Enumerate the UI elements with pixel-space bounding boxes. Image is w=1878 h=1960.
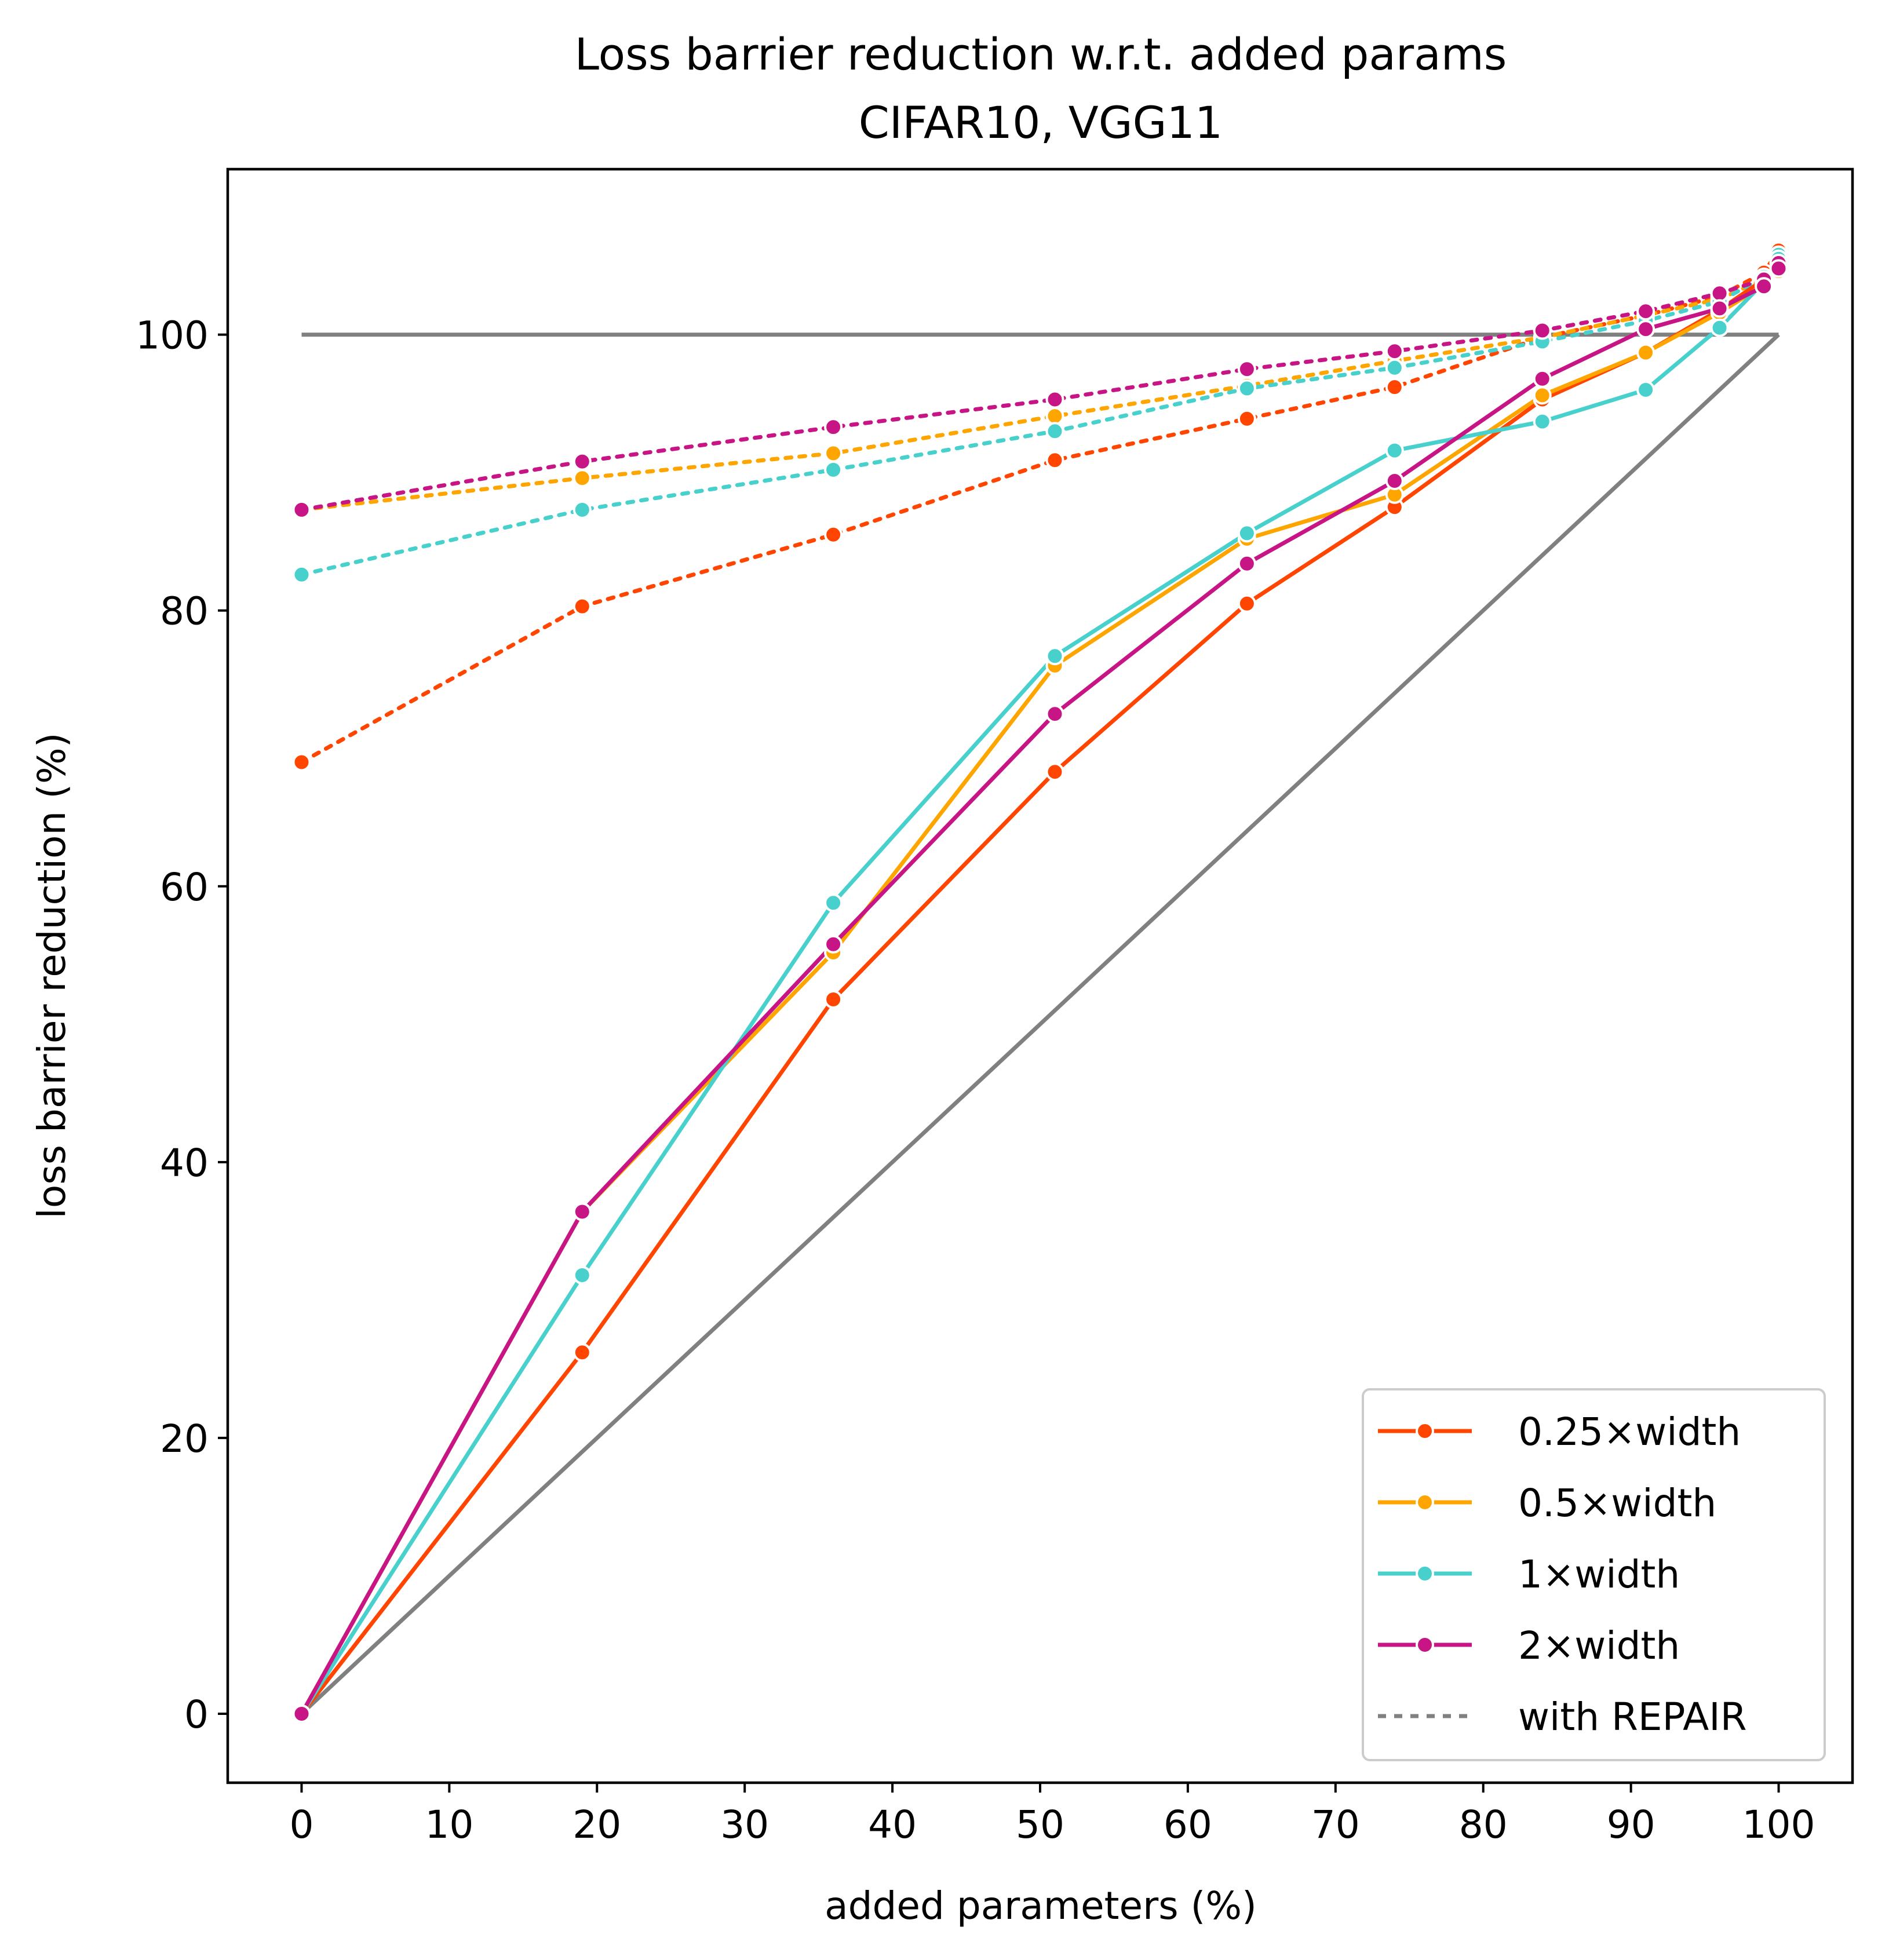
data-point-0-25-width bbox=[572, 1343, 592, 1362]
repair-point-2-width bbox=[1385, 342, 1404, 361]
repair-point-1-width bbox=[292, 565, 311, 584]
data-point-1-width bbox=[1385, 441, 1404, 460]
data-point-1-width bbox=[824, 893, 843, 913]
y-axis-label: loss barrier reduction (%) bbox=[30, 733, 74, 1219]
x-axis: 0 10 20 30 40 50 60 70 80 90 100 bbox=[289, 1783, 1815, 1847]
y-tick-label: 60 bbox=[160, 865, 209, 910]
data-point-2-width bbox=[1533, 369, 1552, 388]
y-axis: 0 20 40 60 80 100 bbox=[136, 313, 228, 1737]
x-tick-label: 100 bbox=[1742, 1802, 1815, 1847]
repair-point-2-width bbox=[572, 452, 592, 471]
legend-label: 2×width bbox=[1518, 1623, 1680, 1668]
data-point-1-width bbox=[1237, 524, 1256, 543]
data-point-2-width bbox=[1769, 259, 1788, 278]
x-tick-label: 80 bbox=[1459, 1802, 1508, 1847]
x-tick-label: 10 bbox=[425, 1802, 473, 1847]
data-point-1-width bbox=[1636, 380, 1655, 399]
x-tick-label: 40 bbox=[868, 1802, 917, 1847]
repair-point-2-width bbox=[824, 418, 843, 437]
data-point-0-5-width bbox=[1533, 386, 1552, 405]
reference-line-1 bbox=[300, 333, 1780, 1716]
series-markers bbox=[292, 241, 1788, 1723]
repair-point-0-25-width bbox=[1237, 409, 1256, 428]
legend-marker-0-5-width bbox=[1416, 1493, 1434, 1512]
y-tick-label: 80 bbox=[160, 589, 209, 634]
x-tick-label: 60 bbox=[1164, 1802, 1212, 1847]
y-tick-label: 40 bbox=[160, 1141, 209, 1185]
legend-entries: 0.25×width 0.5×width 1×width 2×width with RE… bbox=[1378, 1410, 1747, 1739]
repair-point-1-width bbox=[1045, 422, 1064, 441]
x-axis-label: added parameters (%) bbox=[825, 1884, 1257, 1928]
x-tick-label: 0 bbox=[289, 1802, 313, 1847]
x-tick-label: 70 bbox=[1311, 1802, 1360, 1847]
data-point-2-width bbox=[824, 935, 843, 954]
chart-title: Loss barrier reduction w.r.t. added para… bbox=[575, 28, 1507, 80]
x-tick-label: 30 bbox=[720, 1802, 769, 1847]
data-point-0-25-width bbox=[1237, 594, 1256, 613]
data-point-1-width bbox=[1045, 647, 1064, 666]
repair-point-0-25-width bbox=[824, 525, 843, 544]
data-point-2-width bbox=[1755, 277, 1774, 296]
x-tick-label: 90 bbox=[1607, 1802, 1655, 1847]
legend-marker-2-width bbox=[1416, 1636, 1434, 1654]
legend-marker-1-width bbox=[1416, 1564, 1434, 1583]
data-point-2-width bbox=[1045, 705, 1064, 724]
repair-point-0-25-width bbox=[292, 753, 311, 772]
repair-point-0-25-width bbox=[1385, 378, 1404, 397]
data-point-1-width bbox=[1533, 412, 1552, 431]
legend-label: 0.5×width bbox=[1518, 1481, 1716, 1525]
repair-point-2-width bbox=[1237, 360, 1256, 379]
data-point-0-25-width bbox=[1045, 762, 1064, 782]
data-point-2-width bbox=[1385, 472, 1404, 490]
repair-point-2-width bbox=[1636, 302, 1655, 321]
data-point-0-25-width bbox=[824, 990, 843, 1009]
y-tick-label: 100 bbox=[136, 313, 209, 358]
repair-point-0-25-width bbox=[572, 597, 592, 616]
repair-point-0-25-width bbox=[1045, 451, 1064, 470]
legend-marker-0-25-width bbox=[1416, 1422, 1434, 1440]
data-point-1-width bbox=[1710, 318, 1729, 337]
repair-point-0-5-width bbox=[572, 469, 592, 488]
repair-point-1-width bbox=[572, 500, 592, 519]
data-point-2-width bbox=[572, 1202, 592, 1221]
data-point-2-width bbox=[1636, 320, 1655, 339]
repair-point-2-width bbox=[1533, 321, 1552, 340]
reference-lines bbox=[300, 333, 1780, 1716]
repair-point-2-width bbox=[1045, 390, 1064, 409]
x-tick-label: 50 bbox=[1016, 1802, 1064, 1847]
x-tick-label: 20 bbox=[572, 1802, 621, 1847]
plot-area bbox=[226, 167, 1854, 1784]
data-point-2-width bbox=[1237, 554, 1256, 573]
legend-label: 0.25×width bbox=[1518, 1410, 1741, 1454]
legend: 0.25×width 0.5×width 1×width 2×width with RE… bbox=[1362, 1388, 1826, 1761]
repair-point-1-width bbox=[824, 460, 843, 479]
repair-point-0-5-width bbox=[1045, 407, 1064, 426]
repair-point-0-5-width bbox=[824, 444, 843, 463]
legend-label: with REPAIR bbox=[1518, 1695, 1747, 1739]
y-tick-label: 20 bbox=[160, 1417, 209, 1461]
data-point-1-width bbox=[572, 1266, 592, 1284]
data-point-0-5-width bbox=[1636, 343, 1655, 362]
data-point-2-width bbox=[1710, 299, 1729, 318]
legend-box bbox=[1362, 1388, 1826, 1761]
chart-subtitle: CIFAR10, VGG11 bbox=[859, 97, 1223, 148]
repair-point-2-width bbox=[1710, 284, 1729, 303]
y-tick-label: 0 bbox=[184, 1692, 209, 1737]
repair-point-1-width bbox=[1385, 358, 1404, 377]
repair-point-2-width bbox=[292, 500, 311, 519]
data-point-2-width bbox=[292, 1704, 311, 1723]
legend-label: 1×width bbox=[1518, 1552, 1680, 1597]
repair-point-1-width bbox=[1237, 379, 1256, 398]
